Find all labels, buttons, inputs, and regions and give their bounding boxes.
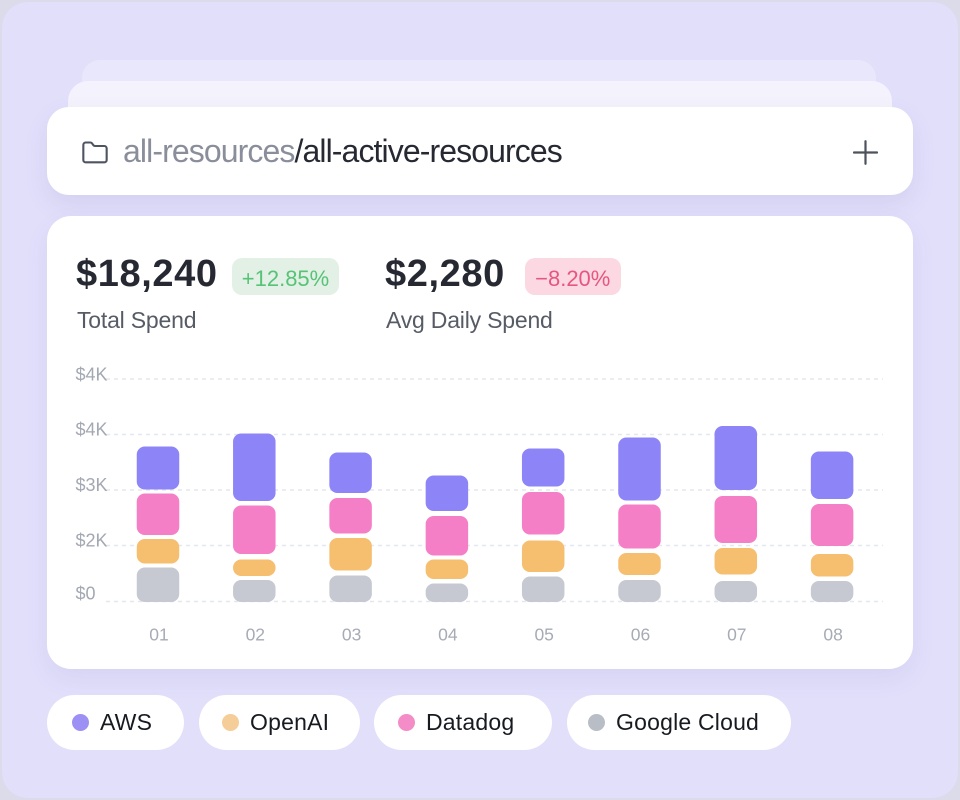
svg-text:$3K: $3K xyxy=(76,475,108,495)
svg-text:02: 02 xyxy=(246,625,265,645)
svg-text:01: 01 xyxy=(149,625,168,645)
svg-text:$2K: $2K xyxy=(76,531,108,551)
svg-text:07: 07 xyxy=(727,625,746,645)
svg-text:03: 03 xyxy=(342,625,361,645)
svg-text:$0: $0 xyxy=(76,584,96,604)
svg-text:$4K: $4K xyxy=(76,420,108,440)
svg-text:06: 06 xyxy=(631,625,650,645)
svg-text:08: 08 xyxy=(823,625,842,645)
svg-text:$4K: $4K xyxy=(76,365,108,385)
svg-text:05: 05 xyxy=(534,625,553,645)
svg-text:04: 04 xyxy=(438,625,458,645)
